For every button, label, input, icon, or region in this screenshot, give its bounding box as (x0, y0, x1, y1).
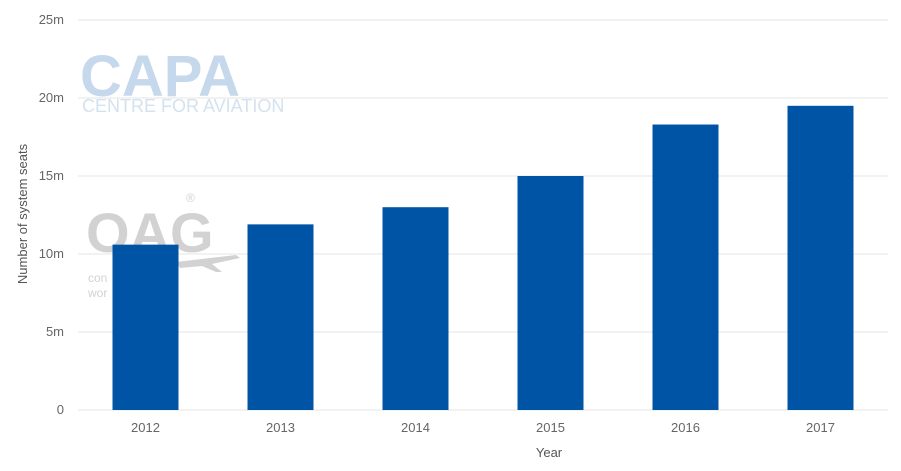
bar-2015 (517, 176, 584, 410)
capa-watermark-subtitle: CENTRE FOR AVIATION (82, 96, 284, 116)
oag-watermark-line1: con (88, 271, 107, 285)
bar-2014 (382, 207, 449, 410)
gridlines (78, 19, 888, 411)
x-tick-label: 2013 (266, 420, 295, 435)
y-tick-label: 5m (46, 324, 64, 339)
x-tick-label: 2016 (671, 420, 700, 435)
capa-watermark: CAPA (80, 44, 240, 109)
y-tick-label: 20m (39, 90, 64, 105)
x-tick-label: 2012 (131, 420, 160, 435)
bar-2016 (652, 124, 719, 411)
y-tick-label: 25m (39, 12, 64, 27)
y-tick-label: 15m (39, 168, 64, 183)
x-tick-label: 2017 (806, 420, 835, 435)
x-axis-title: Year (536, 445, 563, 460)
x-axis-ticks: 2012 2013 2014 2015 2016 2017 (131, 420, 835, 435)
airplane-icon (176, 255, 240, 272)
y-tick-label: 0 (57, 402, 64, 417)
y-axis-title: Number of system seats (15, 143, 30, 284)
y-axis-ticks: 0 5m 10m 15m 20m 25m (39, 12, 64, 417)
bar-2017 (787, 105, 854, 411)
bars (112, 105, 854, 411)
bar-2013 (247, 224, 314, 410)
bar-2012 (112, 244, 179, 410)
y-tick-label: 10m (39, 246, 64, 261)
oag-registered-mark: ® (186, 191, 195, 205)
oag-watermark-line2: wor (87, 286, 107, 300)
x-tick-label: 2014 (401, 420, 430, 435)
x-tick-label: 2015 (536, 420, 565, 435)
